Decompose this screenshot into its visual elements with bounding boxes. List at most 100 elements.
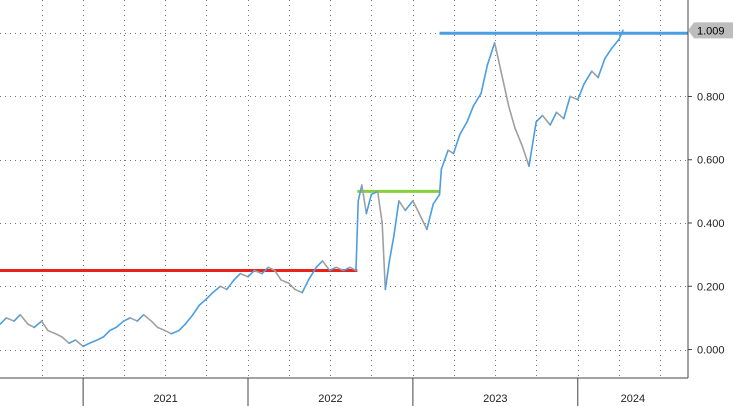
series-segment — [381, 222, 387, 291]
y-tick-label: 0.000 — [697, 345, 725, 357]
series-segment — [618, 29, 624, 41]
series-segment — [247, 269, 256, 278]
y-tick-label: 0.200 — [697, 281, 725, 293]
series-segment — [61, 336, 70, 345]
x-axis: 2021 2022 2023 2024 — [0, 377, 688, 406]
y-tick-label: 0.600 — [697, 155, 725, 167]
series-segment — [54, 332, 63, 338]
series-segment — [301, 279, 310, 294]
series-segment — [122, 317, 131, 322]
last-value-label: 1.009 — [688, 22, 733, 39]
series-segment — [47, 329, 57, 335]
series-segment — [384, 260, 391, 291]
series-segment — [447, 149, 455, 155]
series-segment — [253, 269, 263, 275]
series-segment — [33, 320, 43, 329]
series-segment — [27, 323, 36, 329]
series-segment — [426, 203, 435, 231]
series-segment — [280, 279, 290, 284]
series-segment — [184, 313, 194, 326]
series-segment — [357, 184, 363, 202]
series-segment — [365, 193, 373, 215]
series-segment — [233, 272, 242, 281]
series-segment — [328, 266, 337, 272]
series-segment — [219, 285, 228, 291]
series-segment — [486, 41, 496, 66]
series-segment — [13, 313, 22, 322]
series-segment — [569, 95, 579, 101]
series-segment — [438, 168, 443, 196]
last-value-text: 1.009 — [697, 25, 725, 37]
reference-lines — [0, 31, 688, 272]
y-tick-label: 0.400 — [697, 218, 725, 230]
series-segment — [267, 266, 276, 272]
series-segment — [178, 323, 187, 332]
series-segment — [142, 313, 153, 322]
series-segment — [480, 64, 489, 95]
x-tick-label: 2023 — [483, 393, 507, 405]
series-segment — [459, 120, 468, 136]
series-segment — [562, 95, 571, 120]
series-segment — [500, 70, 510, 107]
series-segment — [164, 329, 173, 335]
series-segment — [68, 339, 77, 345]
series-segment — [432, 193, 441, 205]
series-segment — [129, 317, 139, 322]
last-value-badge — [688, 22, 733, 39]
series-segment — [393, 200, 400, 237]
series-segment — [590, 70, 599, 79]
series-segment — [361, 184, 368, 215]
series-segment — [535, 114, 544, 123]
series-segment — [418, 212, 428, 231]
series-segment — [40, 320, 49, 332]
y-axis: 0.000 0.200 0.400 0.600 0.800 — [687, 0, 725, 378]
series-segment — [261, 266, 270, 275]
series-segment — [541, 114, 552, 126]
series-segment — [136, 313, 145, 322]
series-segment — [205, 291, 214, 300]
series-segment — [150, 320, 159, 329]
series-segment — [514, 127, 524, 148]
series-segment — [555, 111, 565, 120]
series-segment — [610, 38, 620, 50]
series-segment — [376, 190, 383, 224]
series-segment — [74, 339, 84, 348]
series-segment — [440, 149, 449, 171]
series-segment — [108, 326, 117, 332]
series-segment — [404, 200, 414, 212]
series-segment — [96, 336, 105, 341]
series-segment — [307, 266, 318, 281]
x-tick-label: 2024 — [621, 393, 645, 405]
series-segment — [321, 260, 331, 272]
series-segment — [273, 269, 282, 281]
series-segment — [604, 48, 613, 60]
series-segment — [493, 41, 502, 72]
series-segment — [115, 320, 125, 329]
series-segment — [466, 105, 475, 123]
series-segment — [349, 266, 357, 272]
chart-gridlines — [0, 0, 688, 378]
series-segment — [156, 326, 166, 332]
series-segment — [412, 200, 421, 215]
series-segment — [192, 304, 201, 316]
series-segment — [507, 105, 516, 129]
series-segment — [198, 298, 208, 307]
series-segment — [287, 282, 296, 291]
series-segment — [19, 313, 29, 326]
y-tick-label: 0.800 — [697, 91, 725, 103]
series-segment — [211, 285, 222, 294]
series-segment — [225, 279, 235, 291]
x-tick-label: 2022 — [318, 393, 342, 405]
series-segment — [398, 200, 407, 212]
series-segment — [88, 339, 98, 345]
series-segment — [576, 83, 585, 101]
series-segment — [0, 317, 8, 326]
series-segment — [370, 190, 379, 196]
series-segment — [5, 317, 15, 322]
series-segment — [521, 146, 530, 167]
series-segment — [528, 120, 538, 167]
x-tick-label: 2021 — [153, 393, 177, 405]
series-segment — [388, 234, 395, 262]
series-segment — [549, 111, 558, 126]
